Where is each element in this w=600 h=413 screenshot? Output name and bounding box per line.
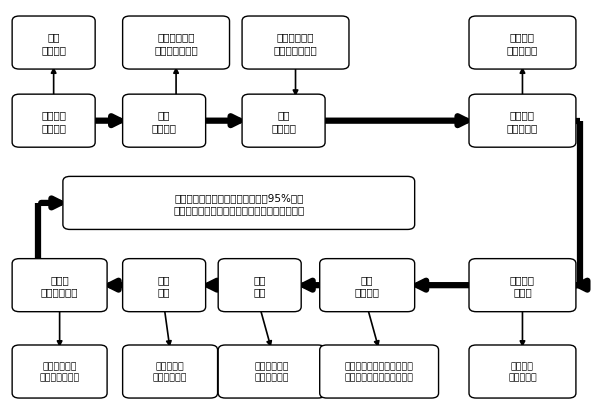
FancyBboxPatch shape [469,259,576,312]
FancyBboxPatch shape [12,345,107,398]
Text: 保湿、防鸟
防止水流冲刷: 保湿、防鸟 防止水流冲刷 [153,362,187,382]
Text: 土壤
改良作业: 土壤 改良作业 [355,274,380,297]
FancyBboxPatch shape [63,177,415,230]
Text: 中和酸性
固定重金属: 中和酸性 固定重金属 [508,362,537,382]
Text: 种植后
三个月的抚育: 种植后 三个月的抚育 [41,274,79,297]
FancyBboxPatch shape [218,259,301,312]
FancyBboxPatch shape [320,259,415,312]
Text: 雨水
有序排放: 雨水 有序排放 [41,32,66,55]
Text: 均匀布洒
石灰粉: 均匀布洒 石灰粉 [510,274,535,297]
FancyBboxPatch shape [12,95,95,148]
Text: 五个月后无需管理，植被覆盖度达95%以上
实现人工演替向自然演替的转换，生态效果良好: 五个月后无需管理，植被覆盖度达95%以上 实现人工演替向自然演替的转换，生态效果… [173,192,304,215]
Text: 优势耐性品种
最优组合模式: 优势耐性品种 最优组合模式 [254,362,289,382]
Text: 综合改良剂、有机肥、微生
物菌种土壤、无机肥等混合: 综合改良剂、有机肥、微生 物菌种土壤、无机肥等混合 [344,362,413,382]
Text: 取样
化验分析: 取样 化验分析 [152,110,176,133]
FancyBboxPatch shape [122,345,218,398]
Text: 制定
改良工艺: 制定 改良工艺 [271,110,296,133]
FancyBboxPatch shape [469,95,576,148]
Text: 补栽剪枝施肥
让植物共同生长: 补栽剪枝施肥 让植物共同生长 [40,362,80,382]
Text: 酸性、重金属
营养无素等指标: 酸性、重金属 营养无素等指标 [274,32,317,55]
Text: 撒播
草种: 撒播 草种 [253,274,266,297]
FancyBboxPatch shape [242,17,349,70]
FancyBboxPatch shape [242,95,325,148]
FancyBboxPatch shape [218,345,325,398]
FancyBboxPatch shape [122,259,206,312]
Text: 遮荫
覆盖: 遮荫 覆盖 [158,274,170,297]
Text: 中和均匀
透气、改良: 中和均匀 透气、改良 [507,32,538,55]
FancyBboxPatch shape [469,345,576,398]
Text: 修复区域
区块划分: 修复区域 区块划分 [41,110,66,133]
FancyBboxPatch shape [12,17,95,70]
Text: 尾矿表土
翻松、备耕: 尾矿表土 翻松、备耕 [507,110,538,133]
Text: 获取影响植物
生长的污染指标: 获取影响植物 生长的污染指标 [154,32,198,55]
FancyBboxPatch shape [122,95,206,148]
FancyBboxPatch shape [469,17,576,70]
FancyBboxPatch shape [320,345,439,398]
FancyBboxPatch shape [12,259,107,312]
FancyBboxPatch shape [122,17,230,70]
